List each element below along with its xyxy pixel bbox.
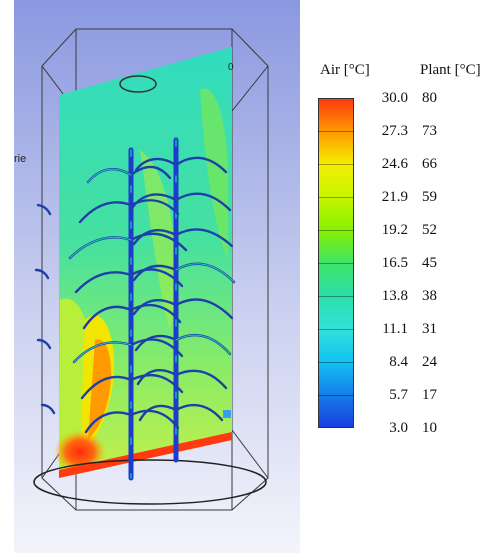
outer-leaf-tips <box>34 203 56 415</box>
plant-legend-value: 10 <box>422 420 437 436</box>
plant-legend-value: 59 <box>422 189 437 205</box>
outlet-marker <box>223 410 231 418</box>
temperature-visualization: 0 rie <box>14 0 300 553</box>
lid-details: 0 rie <box>14 62 234 165</box>
air-legend-value: 21.9 <box>381 189 408 205</box>
colorbar-tick <box>318 296 354 297</box>
air-legend-value: 19.2 <box>381 222 408 238</box>
colorbar-tick <box>318 131 354 132</box>
colorbar <box>318 98 354 428</box>
air-legend-value: 11.1 <box>382 321 408 337</box>
air-legend-value: 24.6 <box>381 156 408 172</box>
plant-legend-value: 24 <box>422 354 437 370</box>
svg-text:rie: rie <box>14 153 26 165</box>
colorbar-tick <box>318 362 354 363</box>
air-legend-value: 30.0 <box>381 90 408 106</box>
colorbar-tick <box>318 230 354 231</box>
air-legend-value: 16.5 <box>381 255 408 271</box>
colorbar-tick <box>318 263 354 264</box>
plant-legend-value: 31 <box>422 321 437 337</box>
plant-legend-value: 80 <box>422 90 437 106</box>
temperature-cut-plane <box>54 47 232 478</box>
leaf-highlights <box>69 168 235 363</box>
air-legend-title: Air [°C] <box>320 62 370 78</box>
plant-legend-title: Plant [°C] <box>420 62 481 78</box>
air-legend-value: 5.7 <box>389 387 408 403</box>
air-legend-value: 13.8 <box>381 288 408 304</box>
colorbar-tick <box>318 329 354 330</box>
plant-legend-value: 45 <box>422 255 437 271</box>
svg-text:0: 0 <box>228 62 234 73</box>
base-ring <box>33 459 267 505</box>
air-legend-value: 3.0 <box>389 420 408 436</box>
air-legend-value: 27.3 <box>381 123 408 139</box>
colorbar-tick <box>318 395 354 396</box>
colorbar-tick <box>318 197 354 198</box>
plant-legend-value: 17 <box>422 387 437 403</box>
plant-legend-value: 38 <box>422 288 437 304</box>
plant-legend-value: 66 <box>422 156 437 172</box>
temperature-legend: Air [°C] Plant [°C] 30.0 80 27.3 73 24.6 66 21… <box>312 62 500 452</box>
plant-legend-value: 52 <box>422 222 437 238</box>
colorbar-tick <box>318 164 354 165</box>
air-legend-value: 8.4 <box>389 354 408 370</box>
plant-legend-value: 73 <box>422 123 437 139</box>
